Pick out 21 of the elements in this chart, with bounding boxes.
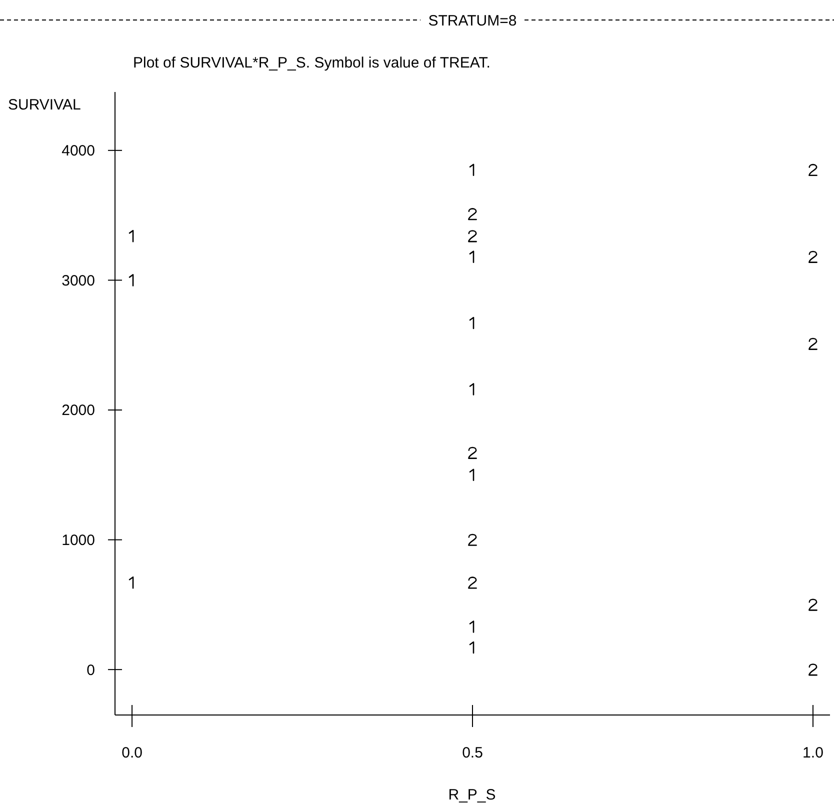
y-tick-label: 2000: [62, 402, 95, 420]
x-axis-title: R_P_S: [448, 786, 496, 804]
point: [468, 446, 477, 459]
point: [468, 534, 477, 546]
y-tick-label: 1000: [62, 532, 95, 550]
point: [468, 208, 477, 220]
y-axis-title: SURVIVAL: [8, 96, 81, 114]
y-tick-label: 0: [86, 662, 95, 679]
point: [808, 250, 818, 263]
x-tick-label: 1.0: [802, 744, 824, 762]
point: [808, 598, 818, 611]
point: [468, 576, 477, 589]
point: [808, 664, 818, 676]
y-tick-label: 3000: [62, 272, 95, 290]
x-tick-label: 0.5: [462, 744, 483, 762]
y-tick-label: 4000: [62, 142, 95, 160]
chart-subtitle: Plot of SURVIVAL*R_P_S. Symbol is value of TREAT.: [133, 54, 490, 72]
x-tick-label: 0.0: [122, 744, 142, 762]
chart-title: STRATUM=8: [428, 12, 517, 30]
point: [468, 230, 477, 242]
point: [808, 338, 818, 350]
